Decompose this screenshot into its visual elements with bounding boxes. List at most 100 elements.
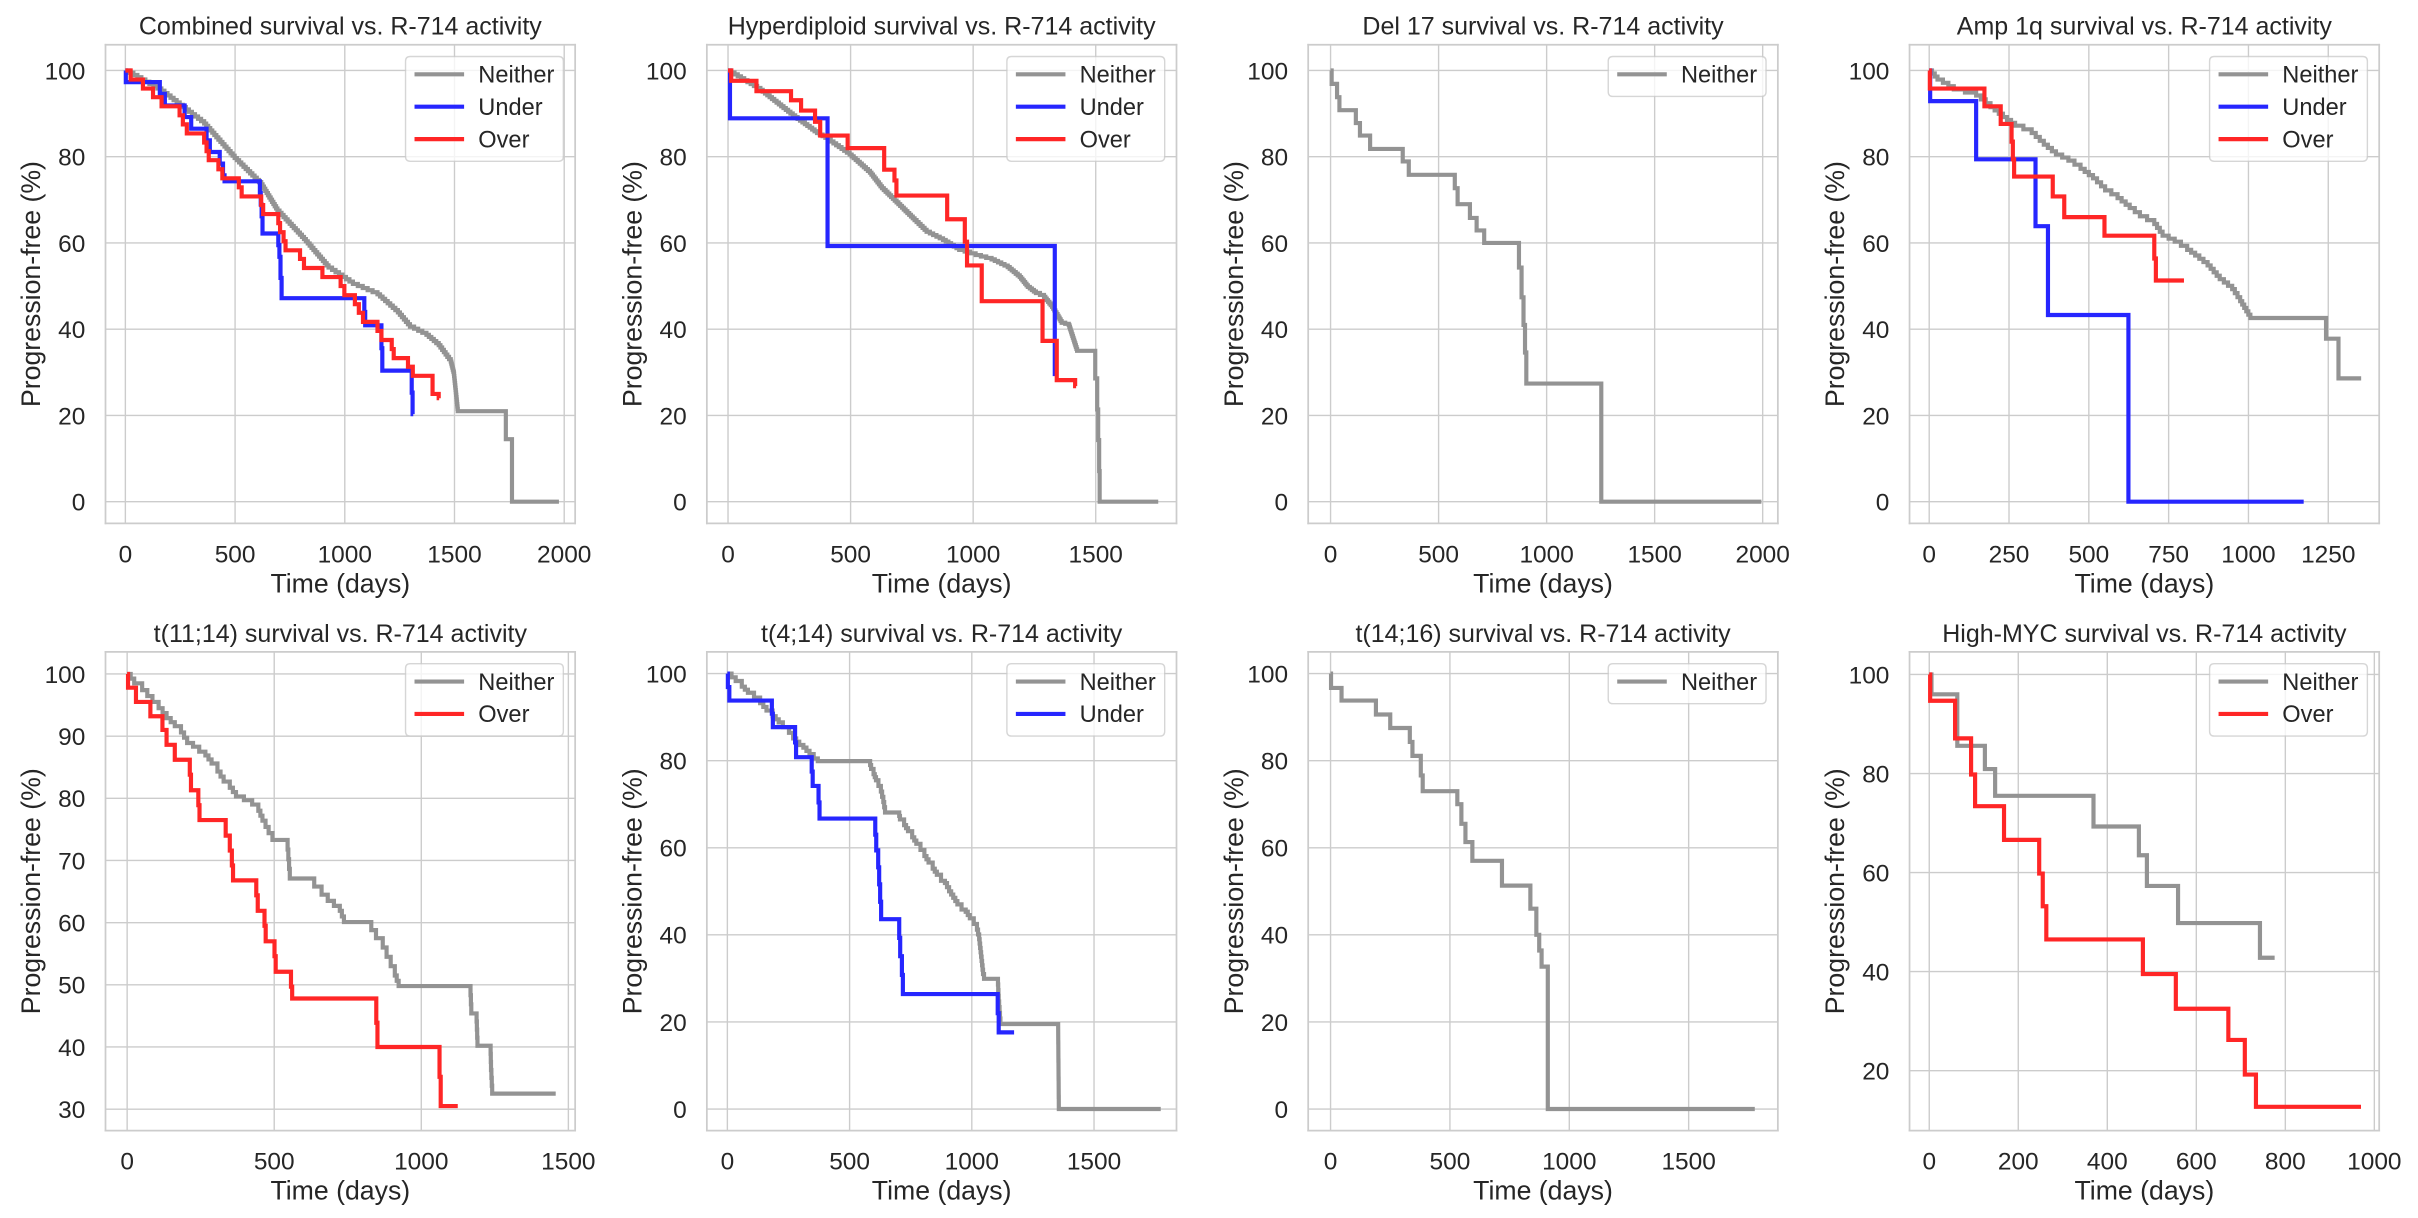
svg-text:1500: 1500 xyxy=(1067,1149,1121,1176)
svg-text:40: 40 xyxy=(58,1035,85,1062)
svg-text:1000: 1000 xyxy=(2221,541,2275,568)
svg-text:Over: Over xyxy=(1080,127,1131,153)
svg-text:1000: 1000 xyxy=(946,541,1000,568)
svg-text:80: 80 xyxy=(1261,749,1288,776)
svg-text:500: 500 xyxy=(1430,1149,1471,1176)
svg-text:1000: 1000 xyxy=(318,541,372,568)
svg-text:80: 80 xyxy=(58,145,85,172)
svg-text:1000: 1000 xyxy=(1542,1149,1596,1176)
svg-text:Hyperdiploid survival vs. R-71: Hyperdiploid survival vs. R-714 activity xyxy=(728,13,1156,41)
svg-text:Combined survival vs. R-714 ac: Combined survival vs. R-714 activity xyxy=(139,13,542,41)
svg-text:Time (days): Time (days) xyxy=(872,568,1012,598)
svg-text:Time (days): Time (days) xyxy=(1473,1176,1613,1206)
svg-text:100: 100 xyxy=(45,58,86,85)
svg-text:20: 20 xyxy=(1862,403,1889,430)
svg-text:Progression-free (%): Progression-free (%) xyxy=(1219,768,1249,1014)
svg-text:40: 40 xyxy=(660,923,687,950)
svg-text:t(14;16) survival vs. R-714 ac: t(14;16) survival vs. R-714 activity xyxy=(1355,620,1731,648)
svg-text:1000: 1000 xyxy=(394,1149,448,1176)
svg-text:100: 100 xyxy=(1849,58,1890,85)
svg-text:Neither: Neither xyxy=(2282,63,2358,89)
svg-text:60: 60 xyxy=(58,911,85,938)
svg-text:0: 0 xyxy=(119,541,133,568)
svg-text:80: 80 xyxy=(660,749,687,776)
svg-text:1000: 1000 xyxy=(945,1149,999,1176)
svg-text:Neither: Neither xyxy=(1080,63,1156,89)
svg-text:90: 90 xyxy=(58,724,85,751)
svg-text:0: 0 xyxy=(1324,541,1338,568)
svg-text:50: 50 xyxy=(58,973,85,1000)
svg-text:100: 100 xyxy=(1247,661,1288,688)
svg-text:500: 500 xyxy=(830,541,871,568)
svg-text:750: 750 xyxy=(2148,541,2189,568)
svg-text:Progression-free (%): Progression-free (%) xyxy=(16,161,46,407)
svg-text:80: 80 xyxy=(58,786,85,813)
svg-text:1000: 1000 xyxy=(1519,541,1573,568)
svg-text:200: 200 xyxy=(1998,1149,2039,1176)
svg-text:30: 30 xyxy=(58,1097,85,1124)
svg-text:2000: 2000 xyxy=(537,541,591,568)
svg-text:40: 40 xyxy=(58,317,85,344)
svg-text:1500: 1500 xyxy=(1069,541,1123,568)
svg-text:80: 80 xyxy=(1862,145,1889,172)
svg-text:20: 20 xyxy=(1261,403,1288,430)
svg-text:60: 60 xyxy=(1862,860,1889,887)
svg-text:20: 20 xyxy=(1261,1010,1288,1037)
svg-text:0: 0 xyxy=(1922,1149,1936,1176)
svg-text:0: 0 xyxy=(120,1149,134,1176)
svg-text:800: 800 xyxy=(2265,1149,2306,1176)
svg-text:Progression-free (%): Progression-free (%) xyxy=(618,161,648,407)
svg-text:Neither: Neither xyxy=(1681,63,1757,89)
svg-text:Neither: Neither xyxy=(2282,670,2358,696)
svg-text:Neither: Neither xyxy=(478,670,554,696)
svg-text:500: 500 xyxy=(1418,541,1459,568)
svg-text:Time (days): Time (days) xyxy=(872,1176,1012,1206)
svg-text:Under: Under xyxy=(1080,702,1144,728)
svg-text:t(11;14) survival vs. R-714 ac: t(11;14) survival vs. R-714 activity xyxy=(154,620,528,648)
svg-text:Time (days): Time (days) xyxy=(270,568,410,598)
svg-text:2000: 2000 xyxy=(1735,541,1789,568)
svg-text:60: 60 xyxy=(660,231,687,258)
svg-text:100: 100 xyxy=(45,662,86,689)
svg-text:Over: Over xyxy=(2282,702,2333,728)
svg-text:Neither: Neither xyxy=(1681,670,1757,696)
svg-text:80: 80 xyxy=(1862,761,1889,788)
svg-text:500: 500 xyxy=(254,1149,295,1176)
svg-text:Time (days): Time (days) xyxy=(1473,568,1613,598)
svg-text:Progression-free (%): Progression-free (%) xyxy=(1820,161,1850,407)
svg-text:100: 100 xyxy=(1849,662,1890,689)
svg-text:20: 20 xyxy=(660,403,687,430)
svg-text:Progression-free (%): Progression-free (%) xyxy=(16,768,46,1014)
svg-text:20: 20 xyxy=(660,1010,687,1037)
svg-text:100: 100 xyxy=(1247,58,1288,85)
svg-text:250: 250 xyxy=(1989,541,2030,568)
svg-text:600: 600 xyxy=(2176,1149,2217,1176)
svg-text:60: 60 xyxy=(1261,836,1288,863)
svg-text:1250: 1250 xyxy=(2301,541,2355,568)
svg-text:1500: 1500 xyxy=(1627,541,1681,568)
svg-text:Neither: Neither xyxy=(1080,670,1156,696)
svg-text:Progression-free (%): Progression-free (%) xyxy=(618,768,648,1014)
svg-text:0: 0 xyxy=(1876,490,1890,517)
svg-text:Progression-free (%): Progression-free (%) xyxy=(1820,768,1850,1014)
svg-text:1500: 1500 xyxy=(1661,1149,1715,1176)
svg-text:500: 500 xyxy=(829,1149,870,1176)
svg-text:High-MYC survival vs. R-714 ac: High-MYC survival vs. R-714 activity xyxy=(1942,620,2347,648)
svg-text:40: 40 xyxy=(1261,923,1288,950)
svg-text:1500: 1500 xyxy=(427,541,481,568)
svg-text:40: 40 xyxy=(660,317,687,344)
svg-text:0: 0 xyxy=(1274,1097,1288,1124)
svg-text:40: 40 xyxy=(1261,317,1288,344)
svg-text:0: 0 xyxy=(72,490,86,517)
svg-text:Progression-free (%): Progression-free (%) xyxy=(1219,161,1249,407)
svg-text:Over: Over xyxy=(2282,127,2333,153)
svg-text:20: 20 xyxy=(1862,1058,1889,1085)
svg-text:t(4;14) survival vs. R-714 act: t(4;14) survival vs. R-714 activity xyxy=(761,620,1123,648)
svg-text:0: 0 xyxy=(721,1149,735,1176)
svg-text:0: 0 xyxy=(1274,490,1288,517)
svg-text:500: 500 xyxy=(215,541,256,568)
svg-text:Under: Under xyxy=(478,95,542,121)
svg-text:0: 0 xyxy=(1922,541,1936,568)
svg-text:500: 500 xyxy=(2068,541,2109,568)
svg-text:Over: Over xyxy=(478,702,529,728)
